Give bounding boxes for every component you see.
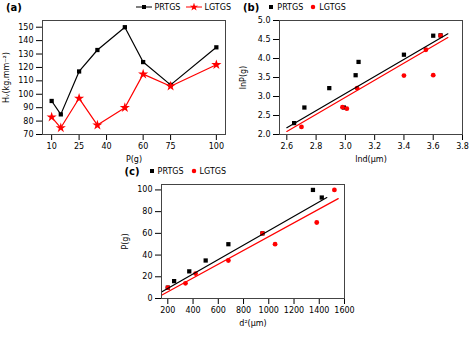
svg-text:400: 400: [185, 306, 200, 315]
svg-text:200: 200: [160, 306, 175, 315]
svg-text:100: 100: [18, 90, 33, 99]
svg-text:10: 10: [47, 142, 57, 151]
svg-text:d²(μm): d²(μm): [239, 319, 266, 328]
svg-text:600: 600: [210, 306, 225, 315]
svg-text:P(g): P(g): [121, 233, 130, 249]
svg-text:80: 80: [142, 207, 152, 216]
svg-text:2.0: 2.0: [258, 130, 271, 139]
svg-text:75: 75: [166, 142, 176, 151]
svg-text:3.2: 3.2: [368, 142, 381, 151]
svg-text:1400: 1400: [309, 306, 329, 315]
svg-text:3.0: 3.0: [258, 92, 271, 101]
svg-text:100: 100: [137, 185, 152, 194]
svg-text:40: 40: [142, 251, 152, 260]
svg-text:800: 800: [235, 306, 250, 315]
html-text:PRTGS: PRTGS: [154, 2, 181, 12]
html-text:PRTGS: PRTGS: [157, 166, 184, 176]
html-text:(c): (c): [124, 165, 140, 177]
svg-text:60: 60: [142, 229, 152, 238]
svg-text:80: 80: [23, 117, 33, 126]
svg-text:1200: 1200: [283, 306, 303, 315]
svg-text:25: 25: [74, 142, 84, 151]
svg-text:3.6: 3.6: [427, 142, 440, 151]
svg-text:3.5: 3.5: [258, 73, 271, 82]
svg-text:0: 0: [147, 294, 152, 303]
svg-text:110: 110: [18, 76, 33, 85]
html-text:LGTGS: LGTGS: [199, 166, 227, 176]
svg-text:4.0: 4.0: [258, 54, 271, 63]
svg-text:lnP(g): lnP(g): [239, 66, 248, 89]
svg-text:2.5: 2.5: [258, 111, 271, 120]
svg-text:150: 150: [18, 23, 33, 32]
svg-text:1600: 1600: [334, 306, 354, 315]
svg-text:2.8: 2.8: [310, 142, 323, 151]
svg-text:90: 90: [23, 103, 33, 112]
svg-text:120: 120: [18, 63, 33, 72]
svg-text:1000: 1000: [258, 306, 278, 315]
svg-text:130: 130: [18, 50, 33, 59]
html-text:PRTGS: PRTGS: [277, 2, 304, 12]
svg-text:P(g): P(g): [126, 155, 142, 164]
svg-text:70: 70: [23, 130, 33, 139]
svg-text:40: 40: [101, 142, 111, 151]
svg-text:2.6: 2.6: [280, 142, 293, 151]
svg-text:5.0: 5.0: [258, 16, 271, 25]
html-text:LGTGS: LGTGS: [319, 2, 346, 12]
svg-text:Hᵥ(kg.mm⁻²): Hᵥ(kg.mm⁻²): [2, 52, 11, 103]
svg-text:3.0: 3.0: [339, 142, 352, 151]
svg-text:60: 60: [138, 142, 148, 151]
svg-text:100: 100: [209, 142, 224, 151]
html-text:LGTGS: LGTGS: [204, 2, 231, 12]
html-text:(a): (a): [6, 1, 22, 13]
svg-text:3.4: 3.4: [398, 142, 411, 151]
svg-text:4.5: 4.5: [258, 35, 271, 44]
html-text:(b): (b): [243, 1, 260, 13]
svg-text:140: 140: [18, 36, 33, 45]
svg-text:3.8: 3.8: [456, 142, 469, 151]
svg-text:20: 20: [142, 272, 152, 281]
svg-text:lnd(μm): lnd(μm): [355, 155, 387, 164]
